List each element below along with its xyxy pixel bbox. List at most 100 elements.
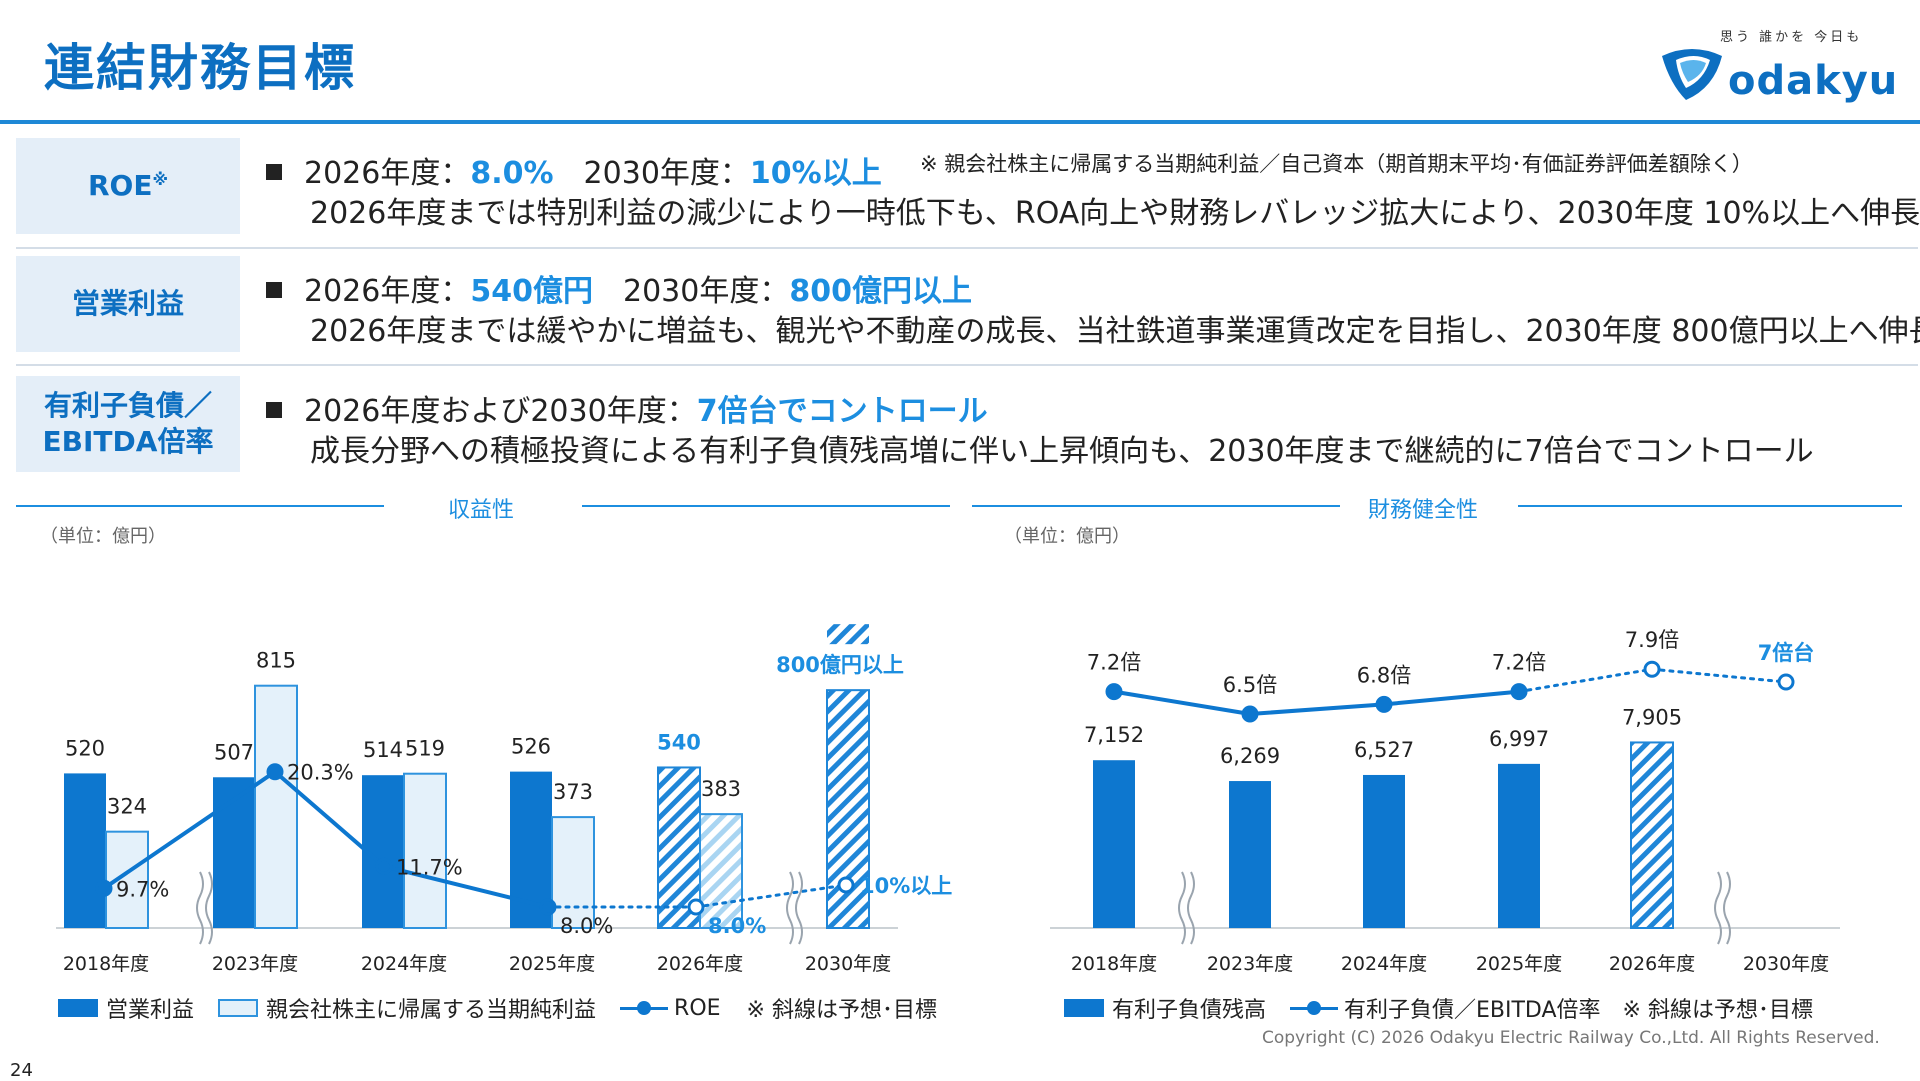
x-tick-label: 2030年度 <box>805 953 891 975</box>
data-label: 7,905 <box>1622 705 1682 729</box>
x-tick-label: 2024年度 <box>361 953 447 975</box>
roe-point <box>539 898 557 916</box>
legend-line-marker-icon <box>620 999 669 1017</box>
roe-footnote: ※ 親会社株主に帰属する当期純利益／自己資本（期首期末平均･有価証券評価差額除く… <box>920 152 1753 176</box>
roe-point <box>687 898 705 916</box>
unit-label: （単位：億円） <box>40 526 166 547</box>
roe-label: 9.7% <box>116 877 169 901</box>
x-tick-label: 2018年度 <box>63 953 149 975</box>
roe-label: 8.0% <box>708 914 766 938</box>
bar-net-income <box>403 772 447 929</box>
data-label: 507 <box>214 740 254 764</box>
section-rule <box>582 505 950 507</box>
ratio-point <box>1777 673 1795 691</box>
target-prefix: 2026年度： <box>304 274 471 309</box>
data-label: 324 <box>107 795 147 819</box>
axis-break-icon <box>1187 871 1195 945</box>
data-label: 6,269 <box>1220 744 1280 768</box>
data-label: 373 <box>553 780 593 804</box>
target-mid: 2030年度： <box>592 274 790 309</box>
roe-label: 8.0% <box>560 914 613 938</box>
x-tick-label: 2023年度 <box>212 953 298 975</box>
axis-break-icon <box>196 871 204 945</box>
x-tick-label: 2024年度 <box>1341 953 1427 975</box>
target-value-2026: 540億円 <box>470 274 593 309</box>
bar-net-income <box>254 684 298 929</box>
target-value-2030: 10%以上 <box>749 156 882 191</box>
bar-interest-bearing-debt <box>1093 760 1135 928</box>
data-label: 514 <box>363 738 403 762</box>
target-prefix: 2026年度： <box>304 156 471 191</box>
row-label-footnote-mark: ※ <box>152 169 169 189</box>
axis-break-icon <box>1714 871 1722 945</box>
legend-financial: 有利子負債残高 有利子負債／EBITDA倍率 ※ 斜線は予想･目標 <box>1064 992 1813 1024</box>
x-tick-label: 2018年度 <box>1071 953 1157 975</box>
row-label-debt-ebitda: 有利子負債／ EBITDA倍率 <box>16 376 240 472</box>
ratio-line-segment <box>1517 667 1654 694</box>
roe-point <box>837 876 855 894</box>
legend-line-marker-icon <box>1290 999 1339 1017</box>
target-prefix: 2026年度および2030年度： <box>304 394 697 429</box>
row-target-line: 2026年度：540億円 2030年度：800億円以上 <box>266 266 972 310</box>
row-description: 2026年度までは緩やかに増益も、観光や不動産の成長、当社鉄道事業運賃改定を目指… <box>310 314 1920 349</box>
ratio-line-segment <box>1650 667 1788 684</box>
financial-soundness-chart: 2018年度 7,152 2023年度 6,269 2024年度 6,527 2025年度 6… <box>1050 628 1840 975</box>
data-label: 519 <box>405 737 445 761</box>
copyright-text: Copyright (C) 2026 Odakyu Electric Railw… <box>1262 1028 1880 1048</box>
logo-mark-icon <box>1662 49 1722 100</box>
legend-item: 親会社株主に帰属する当期純利益 <box>266 998 597 1023</box>
roe-point <box>95 879 113 897</box>
section-title-financial-soundness: 財務健全性 <box>1368 498 1479 523</box>
section-title-profitability: 収益性 <box>448 498 515 523</box>
data-label-target: 800億円以上 <box>776 653 904 677</box>
unit-label: （単位：億円） <box>1004 526 1130 547</box>
target-value: 7倍台でコントロール <box>696 394 988 429</box>
legend-note: ※ 斜線は予想･目標 <box>1622 998 1813 1023</box>
ratio-point <box>1105 683 1123 701</box>
logo-tagline: 思う 誰かを 今日も <box>1720 30 1863 45</box>
data-label: 520 <box>65 736 105 760</box>
page-number: 24 <box>10 1060 33 1081</box>
legend-item: ROE <box>674 995 721 1021</box>
legend-item: 有利子負債残高 <box>1112 998 1267 1023</box>
bar-net-income <box>699 813 743 929</box>
section-rule <box>1518 505 1902 507</box>
ratio-point <box>1510 683 1528 701</box>
row-target-line: 2026年度および2030年度：7倍台でコントロール <box>266 386 988 430</box>
ratio-line-segment <box>1382 689 1521 707</box>
roe-label: 11.7% <box>396 855 463 879</box>
ratio-label: 7倍台 <box>1758 641 1815 665</box>
data-label: 815 <box>256 649 296 673</box>
legend-item: 営業利益 <box>106 998 195 1023</box>
x-tick-label: 2026年度 <box>1609 953 1695 975</box>
ratio-label: 7.2倍 <box>1087 651 1141 675</box>
bar-operating-income <box>64 773 106 928</box>
target-row-roe: ROE ※ 2026年度：8.0% 2030年度：10%以上 ※ 親会社株主に帰属… <box>16 138 1920 234</box>
row-label-roe: ROE ※ <box>16 138 240 234</box>
roe-line-segment <box>102 769 277 891</box>
roe-label: 20.3% <box>287 761 354 785</box>
company-logo: 思う 誰かを 今日も odakyu <box>1650 24 1897 104</box>
legend-swatch-solid <box>1064 999 1104 1017</box>
logo-text: odakyu <box>1728 58 1899 104</box>
row-divider <box>16 364 1918 366</box>
ratio-point <box>1241 705 1259 723</box>
row-target-line: 2026年度：8.0% 2030年度：10%以上 <box>266 148 882 192</box>
legend-swatch-light <box>218 999 259 1017</box>
bar-operating-income <box>213 777 255 928</box>
row-divider <box>16 247 1918 249</box>
ratio-line-segment <box>1112 689 1252 716</box>
legend-profitability: 営業利益 親会社株主に帰属する当期純利益 ROE ※ 斜線は予想･目標 <box>58 992 937 1024</box>
data-label: 7,152 <box>1084 723 1144 747</box>
row-description: 成長分野への積極投資による有利子負債残高増に伴い上昇傾向も、2030年度まで継続… <box>310 434 1814 469</box>
ratio-label: 6.5倍 <box>1223 673 1277 697</box>
ratio-line-segment <box>1248 702 1386 716</box>
section-rule <box>16 505 384 507</box>
row-label-line2: EBITDA倍率 <box>42 425 214 458</box>
bar-operating-income-target-top <box>827 624 869 645</box>
roe-label: 10%以上 <box>860 874 952 898</box>
axis-break-icon <box>1723 871 1731 945</box>
row-description: 2026年度までは特別利益の減少により一時低下も、ROA向上や財務レバレッジ拡大… <box>310 196 1920 231</box>
x-tick-label: 2025年度 <box>509 953 595 975</box>
x-tick-label: 2026年度 <box>657 953 743 975</box>
